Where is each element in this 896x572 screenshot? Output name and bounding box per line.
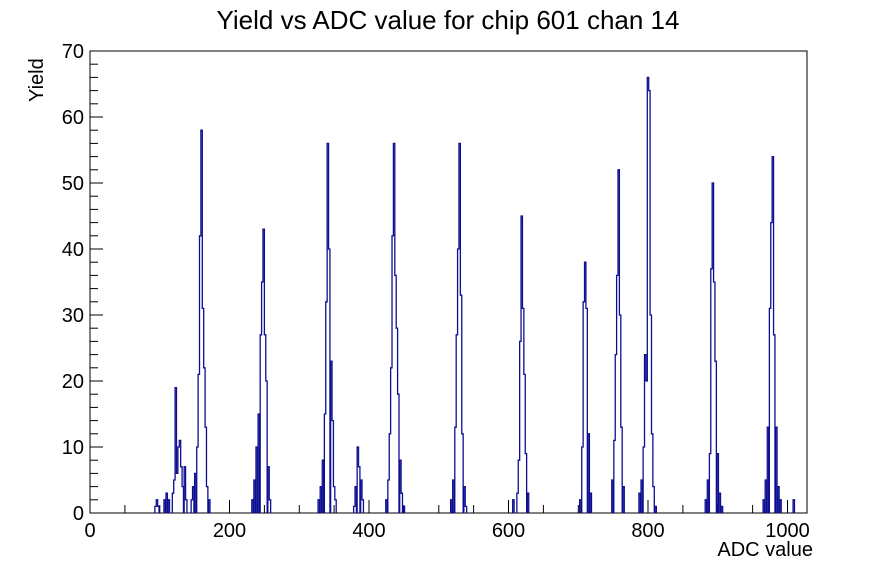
x-tick-label: 0 [84,520,95,542]
x-tick-label: 800 [631,520,664,542]
y-tick-label: 10 [62,437,84,459]
y-tick-label: 30 [62,305,84,327]
y-tick-label: 0 [73,503,84,525]
y-tick-label: 70 [62,41,84,63]
chart-title: Yield vs ADC value for chip 601 chan 14 [216,5,680,35]
y-tick-label: 60 [62,107,84,129]
x-axis-title: ADC value [717,539,813,561]
histogram-line [154,76,796,513]
x-tick-label: 200 [213,520,246,542]
x-tick-label: 1000 [765,520,810,542]
x-tick-label: 600 [492,520,525,542]
x-tick-label: 400 [352,520,385,542]
plot-frame [89,50,808,514]
y-tick-label: 20 [62,371,84,393]
y-tick-label: 40 [62,239,84,261]
y-tick-label: 50 [62,173,84,195]
